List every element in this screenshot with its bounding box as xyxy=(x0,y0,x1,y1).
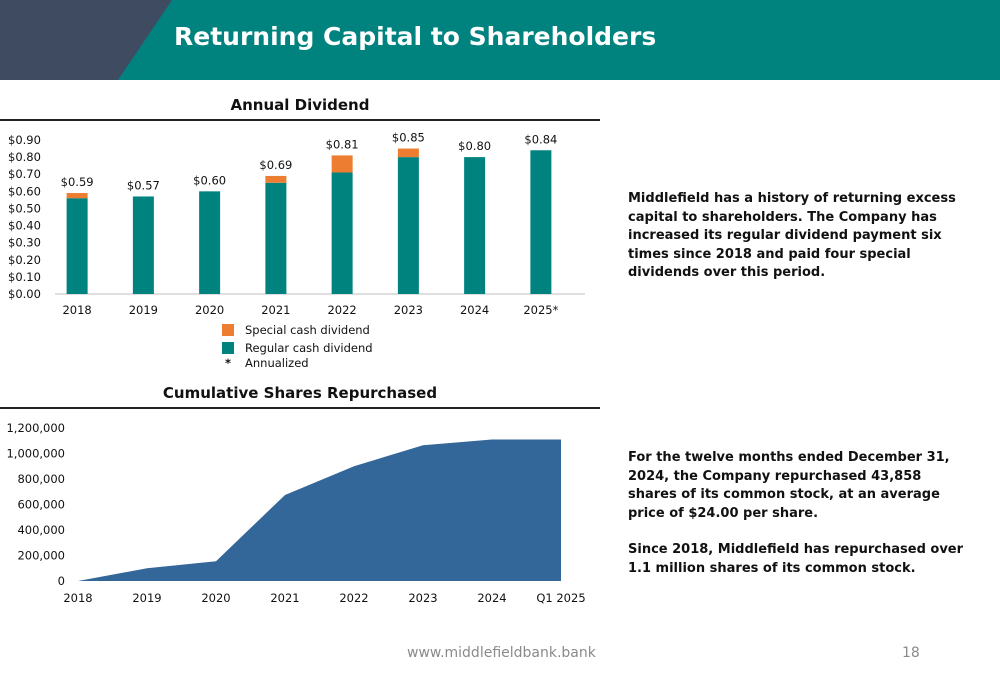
dividend-chart-title-rule xyxy=(0,119,600,121)
y-tick-label: 1,200,000 xyxy=(6,421,65,435)
regular-dividend-bar xyxy=(397,157,419,294)
y-tick-label: 0 xyxy=(58,574,65,588)
x-tick-label: 2019 xyxy=(132,591,161,605)
footnote-text: Annualized xyxy=(245,356,309,370)
x-tick-label: 2022 xyxy=(339,591,368,605)
y-tick-label: $0.50 xyxy=(8,201,41,215)
repurchase-summary-text: For the twelve months ended December 31,… xyxy=(628,450,950,521)
data-label: $0.57 xyxy=(127,178,160,192)
special-dividend-bar xyxy=(265,175,287,183)
dividend-summary-text: Middlefield has a history of returning e… xyxy=(628,191,956,280)
data-label: $0.69 xyxy=(259,158,292,172)
x-tick-label: 2024 xyxy=(460,303,489,317)
data-label: $0.81 xyxy=(326,137,359,151)
legend-swatch xyxy=(222,324,234,336)
legend-label: Regular cash dividend xyxy=(245,341,373,355)
special-dividend-bar xyxy=(66,193,88,199)
x-tick-label: 2024 xyxy=(477,591,506,605)
footer-url: www.middlefieldbank.bank xyxy=(407,645,596,661)
data-label: $0.60 xyxy=(193,173,226,187)
repurchase-chart: 0 200,000 400,000 600,000 800,000 1,000,000 1,… xyxy=(6,421,585,605)
special-dividend-bar xyxy=(331,155,353,173)
data-label: $0.59 xyxy=(61,175,94,189)
header-corner xyxy=(0,0,172,80)
x-tick-label: 2018 xyxy=(62,303,91,317)
x-tick-label: 2021 xyxy=(261,303,290,317)
y-tick-label: $0.40 xyxy=(8,219,41,233)
dividend-chart: $0.00 $0.10 $0.20 $0.30 $0.40 $0.50 $0.60 $0.70… xyxy=(8,131,585,370)
x-tick-label: Q1 2025 xyxy=(536,591,585,605)
regular-dividend-bar xyxy=(199,191,221,294)
x-tick-label: 2023 xyxy=(408,591,437,605)
legend-label: Special cash dividend xyxy=(245,323,370,337)
y-tick-label: $0.90 xyxy=(8,133,41,147)
x-tick-label: 2022 xyxy=(327,303,356,317)
x-tick-label: 2020 xyxy=(201,591,230,605)
y-tick-label: 600,000 xyxy=(17,498,65,512)
repurchase-area xyxy=(78,439,561,581)
repurchase-total-text: Since 2018, Middlefield has repurchased … xyxy=(628,542,964,576)
y-tick-label: $0.20 xyxy=(8,253,41,267)
y-tick-label: 800,000 xyxy=(17,472,65,486)
y-tick-label: 200,000 xyxy=(17,549,65,563)
y-tick-label: $0.70 xyxy=(8,167,41,181)
page-title: Returning Capital to Shareholders xyxy=(174,22,657,51)
regular-dividend-bar xyxy=(331,172,353,294)
data-label: $0.85 xyxy=(392,131,425,145)
regular-dividend-bar xyxy=(265,182,287,294)
y-tick-label: $0.60 xyxy=(8,184,41,198)
y-tick-label: 400,000 xyxy=(17,523,65,537)
repurchase-chart-title-rule xyxy=(0,407,600,409)
x-tick-label: 2023 xyxy=(394,303,423,317)
regular-dividend-bar xyxy=(132,196,154,294)
y-tick-label: 1,000,000 xyxy=(6,447,65,461)
special-dividend-bar xyxy=(397,148,419,158)
y-tick-label: $0.10 xyxy=(8,270,41,284)
data-label: $0.84 xyxy=(524,132,557,146)
x-tick-label: 2019 xyxy=(129,303,158,317)
y-tick-label: $0.30 xyxy=(8,236,41,250)
header-bar xyxy=(0,0,1000,80)
legend-swatch xyxy=(222,342,234,354)
page-number: 18 xyxy=(902,645,920,661)
x-tick-label: 2021 xyxy=(270,591,299,605)
y-tick-label: $0.80 xyxy=(8,150,41,164)
footnote-marker: * xyxy=(225,356,231,370)
x-tick-label: 2025* xyxy=(523,303,558,317)
regular-dividend-bar xyxy=(530,150,552,294)
regular-dividend-bar xyxy=(464,157,486,294)
data-label: $0.80 xyxy=(458,139,491,153)
x-tick-label: 2018 xyxy=(63,591,92,605)
header-banner xyxy=(0,0,1000,80)
repurchase-chart-title: Cumulative Shares Repurchased xyxy=(162,384,438,402)
x-tick-label: 2020 xyxy=(195,303,224,317)
regular-dividend-bar xyxy=(66,198,88,294)
y-tick-label: $0.00 xyxy=(8,287,41,301)
dividend-chart-title: Annual Dividend xyxy=(230,96,370,114)
